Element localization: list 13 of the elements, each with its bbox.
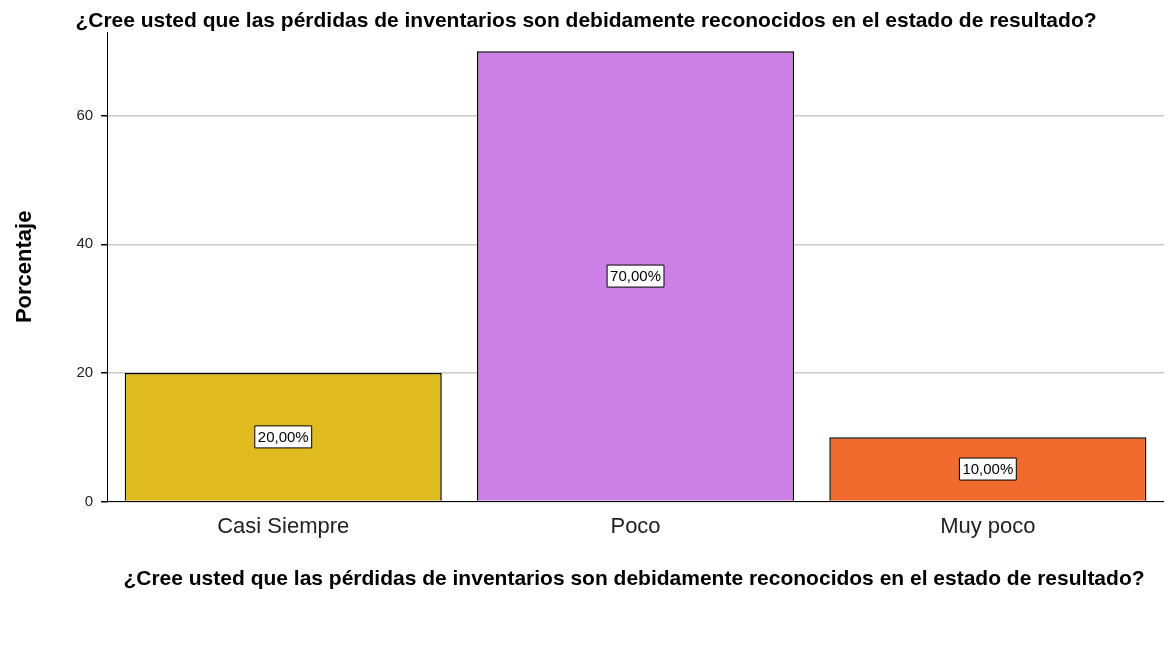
y-tick-label: 40 — [76, 234, 94, 252]
x-axis-title: ¿Cree usted que las pérdidas de inventarios son debidamente reconocidos en el estado de resultado? — [122, 566, 1146, 590]
x-tick-label: Muy poco — [940, 512, 1036, 538]
data-label: 10,00% — [962, 460, 1014, 478]
y-tick-label: 20 — [76, 363, 94, 381]
chart-title: ¿Cree usted que las pérdidas de inventarios son debidamente reconocidos en el estado de resultado? — [74, 8, 1098, 32]
x-tick-label: Poco — [610, 512, 661, 538]
x-tick-label: Casi Siempre — [217, 512, 350, 538]
y-tick-label: 60 — [76, 105, 94, 123]
data-label: 70,00% — [610, 267, 661, 285]
y-axis-title: Porcentaje — [11, 210, 37, 324]
y-tick-label: 0 — [84, 491, 94, 509]
data-label: 20,00% — [257, 428, 309, 446]
